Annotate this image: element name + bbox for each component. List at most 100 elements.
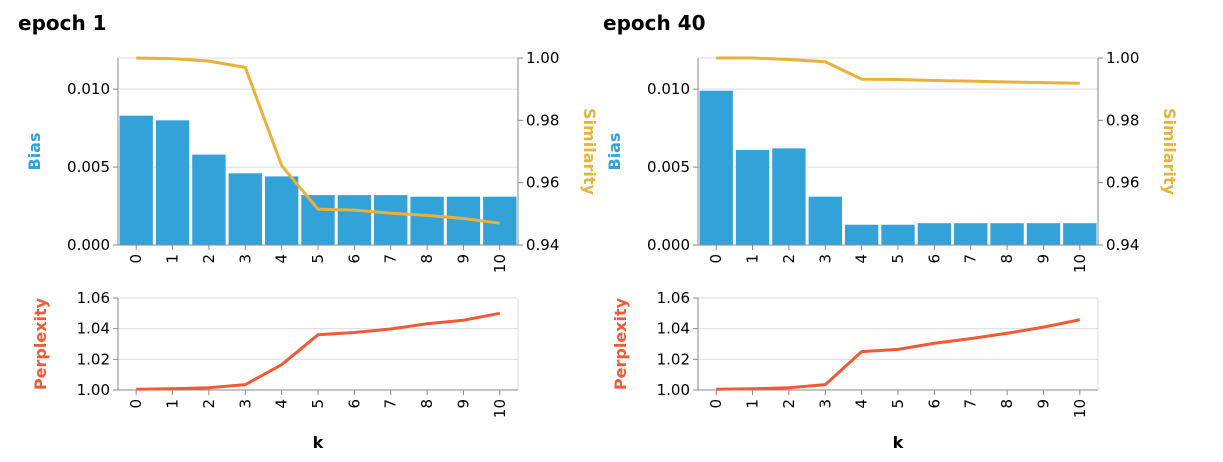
- x-tick-label: 5: [309, 254, 327, 264]
- x-tick-label: 5: [889, 254, 907, 264]
- x-tick-label: 1: [744, 254, 762, 264]
- panel-title: epoch 40: [603, 11, 706, 35]
- x-tick-label: 8: [418, 399, 436, 409]
- bias-tick-label: 0.005: [67, 158, 110, 176]
- perplexity-tick-label: 1.02: [657, 350, 690, 368]
- similarity-tick-label: 0.96: [526, 174, 559, 192]
- bias-bar: [410, 196, 444, 245]
- bias-tick-label: 0.000: [647, 236, 690, 254]
- x-tick-label: 6: [345, 254, 363, 264]
- bias-bar: [844, 224, 879, 245]
- bias-bar: [917, 223, 952, 245]
- bias-bar: [301, 195, 335, 245]
- x-tick-label: 10: [491, 254, 509, 273]
- bias-tick-label: 0.010: [67, 80, 110, 98]
- bias-bar: [264, 176, 299, 245]
- bias-bar: [374, 195, 408, 245]
- perplexity-line: [136, 311, 501, 391]
- bias-bar: [155, 120, 190, 245]
- x-tick-label: 8: [418, 254, 436, 264]
- x-tick-label: 2: [780, 399, 798, 409]
- bias-bar: [808, 196, 842, 245]
- bias-tick-label: 0.000: [67, 236, 110, 254]
- bias-bar: [954, 223, 988, 245]
- x-tick-label: 2: [200, 254, 218, 264]
- bias-tick-label: 0.005: [647, 158, 690, 176]
- x-tick-label: 3: [236, 254, 254, 264]
- similarity-tick-label: 0.96: [1106, 174, 1139, 192]
- perplexity-tick-label: 1.04: [657, 320, 690, 338]
- similarity-line: [716, 56, 1080, 85]
- x-tick-label: 9: [1034, 399, 1052, 409]
- similarity-tick-label: 1.00: [526, 49, 559, 67]
- x-tick-label: 1: [164, 254, 182, 264]
- perplexity-tick-label: 1.04: [77, 320, 110, 338]
- bias-axis-title: Bias: [25, 133, 44, 171]
- x-tick-label: 8: [998, 254, 1016, 264]
- similarity-tick-label: 1.00: [1106, 49, 1139, 67]
- bias-bar: [699, 90, 733, 245]
- x-tick-label: 0: [707, 399, 725, 409]
- x-tick-label: 10: [491, 399, 509, 418]
- x-tick-label: 7: [382, 254, 400, 264]
- x-tick-label: 6: [925, 399, 943, 409]
- bias-bar: [228, 173, 262, 245]
- bias-axis-title: Bias: [605, 133, 624, 171]
- perplexity-tick-label: 1.02: [77, 350, 110, 368]
- perplexity-tick-label: 1.00: [77, 381, 110, 399]
- x-tick-label: 4: [273, 254, 291, 264]
- similarity-tick-label: 0.94: [526, 236, 559, 254]
- x-tick-label: 9: [454, 399, 472, 409]
- bias-tick-label: 0.010: [647, 80, 690, 98]
- x-tick-label: 8: [998, 399, 1016, 409]
- bias-bar: [1063, 223, 1097, 245]
- x-tick-label: 10: [1071, 254, 1089, 273]
- x-tick-label: 4: [853, 399, 871, 409]
- x-tick-label: 7: [962, 399, 980, 409]
- x-tick-label: 4: [273, 399, 291, 409]
- chart-panel-2: epoch 40 0.000 0.005 0.010 0.94 0.96 0.98 1.00 0…: [603, 11, 1179, 452]
- bias-bar: [735, 149, 770, 245]
- x-axis-title: k: [893, 433, 904, 452]
- x-tick-label: 2: [780, 254, 798, 264]
- x-tick-label: 1: [744, 399, 762, 409]
- bias-bar: [1026, 223, 1061, 245]
- similarity-tick-label: 0.94: [1106, 236, 1139, 254]
- similarity-axis-title: Similarity: [1160, 108, 1179, 195]
- x-tick-label: 0: [127, 399, 145, 409]
- similarity-tick-label: 0.98: [526, 111, 559, 129]
- x-axis-title: k: [313, 433, 324, 452]
- perplexity-tick-label: 1.00: [657, 381, 690, 399]
- bias-bar: [192, 154, 226, 245]
- similarity-tick-label: 0.98: [1106, 111, 1139, 129]
- x-tick-label: 7: [382, 399, 400, 409]
- panel-title: epoch 1: [18, 11, 107, 35]
- chart-panel-1: epoch 1 0.000 0.005 0.010 0.94 0.96 0.98 1.00 0 1…: [18, 11, 599, 452]
- x-tick-label: 1: [164, 399, 182, 409]
- x-tick-label: 7: [962, 254, 980, 264]
- x-tick-label: 0: [127, 254, 145, 264]
- x-tick-label: 6: [925, 254, 943, 264]
- x-tick-label: 10: [1071, 399, 1089, 418]
- similarity-line: [136, 56, 501, 225]
- x-tick-label: 5: [309, 399, 327, 409]
- perplexity-axis-title: Perplexity: [31, 297, 50, 390]
- similarity-axis-title: Similarity: [580, 108, 599, 195]
- bias-bar: [881, 224, 915, 245]
- perplexity-tick-label: 1.06: [77, 289, 110, 307]
- bias-bar: [990, 223, 1024, 245]
- perplexity-line: [716, 318, 1081, 391]
- x-tick-label: 0: [707, 254, 725, 264]
- bias-bar: [337, 195, 372, 245]
- x-tick-label: 3: [236, 399, 254, 409]
- bias-bar: [772, 148, 806, 245]
- x-tick-label: 9: [1034, 254, 1052, 264]
- x-tick-label: 4: [853, 254, 871, 264]
- x-tick-label: 9: [454, 254, 472, 264]
- perplexity-axis-title: Perplexity: [611, 297, 630, 390]
- x-tick-label: 3: [816, 399, 834, 409]
- x-tick-label: 5: [889, 399, 907, 409]
- perplexity-tick-label: 1.06: [657, 289, 690, 307]
